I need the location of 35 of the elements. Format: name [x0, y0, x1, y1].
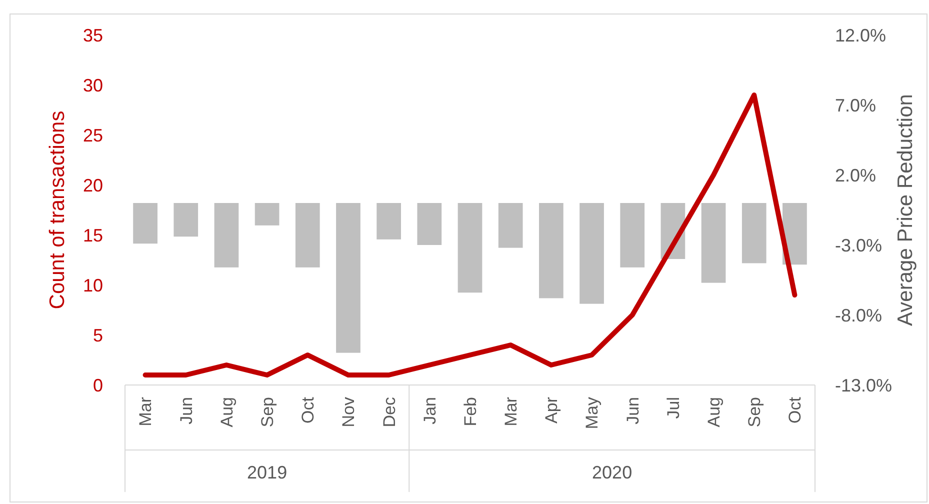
y2-tick-label: -8.0%	[835, 305, 882, 326]
y-tick-label: 20	[82, 175, 103, 196]
x-tick-label: Sep	[745, 397, 764, 428]
y-tick-label: 35	[82, 25, 103, 46]
x-tick-label: Jul	[664, 397, 683, 419]
y2-tick-label: 12.0%	[835, 25, 886, 46]
x-tick-label: Apr	[542, 396, 562, 424]
x-tick-label: Aug	[704, 397, 724, 428]
y-tick-label: 30	[82, 75, 103, 96]
x-tick-label: Jun	[623, 397, 642, 424]
x-tick-label: Aug	[217, 397, 236, 428]
x-tick-label: Feb	[460, 397, 480, 426]
x-tick-label: Mar	[502, 396, 521, 426]
y-tick-label: 10	[82, 275, 103, 296]
y2-tick-label: 2.0%	[835, 165, 876, 186]
y-tick-label: 25	[82, 125, 103, 146]
y2-tick-label: -3.0%	[835, 235, 882, 256]
x-tick-label: Dec	[380, 396, 399, 428]
x-tick-label: Mar	[136, 396, 156, 426]
x-tick-label: Jun	[176, 397, 196, 424]
x-tick-label: Oct	[298, 396, 318, 424]
y-tick-label: 0	[92, 375, 103, 396]
y-tick-label: 5	[92, 325, 103, 346]
text: 2019	[247, 462, 288, 482]
text: 2020	[592, 462, 632, 482]
x-tick-label: Sep	[258, 397, 278, 428]
x-tick-label: Jan	[420, 397, 440, 424]
y-tick-label: 15	[82, 225, 103, 246]
y2-tick-label: 7.0%	[835, 95, 876, 116]
y2-axis-title: Average Price Reduction	[894, 94, 917, 326]
x-tick-label: Nov	[339, 396, 358, 428]
y-axis-title: Count of transactions	[46, 110, 69, 310]
x-tick-label: May	[582, 396, 602, 430]
y2-tick-label: -13.0%	[835, 375, 892, 396]
x-tick-label: Oct	[786, 396, 805, 424]
